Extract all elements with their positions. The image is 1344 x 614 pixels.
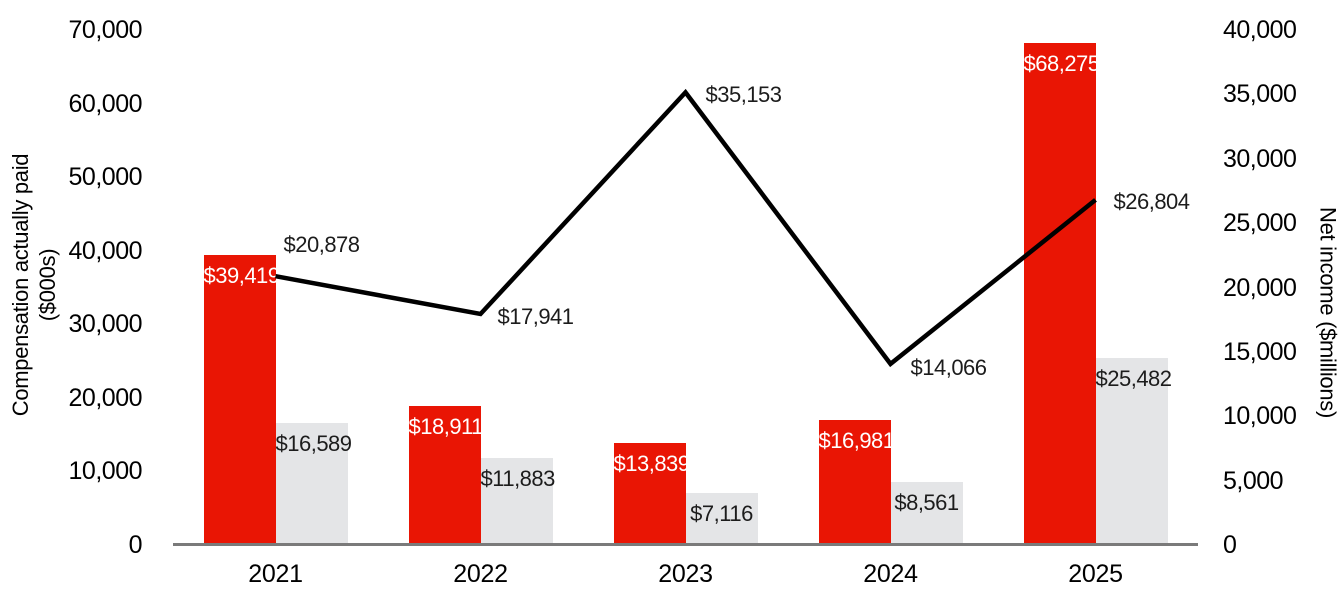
left-tick-label: 0 bbox=[128, 531, 143, 559]
right-tick-label: 5,000 bbox=[1223, 466, 1284, 495]
x-axis-label-2021: 2021 bbox=[248, 560, 303, 588]
red-bars-value-label: $16,981 bbox=[818, 428, 896, 454]
left-axis-title-line2: ($000s) bbox=[35, 248, 60, 322]
red-bars-value-label: $68,275 bbox=[1023, 50, 1101, 76]
left-tick-label: 50,000 bbox=[68, 163, 143, 192]
x-axis-label-2023: 2023 bbox=[658, 560, 713, 588]
net-income-point-label: $17,941 bbox=[497, 304, 575, 329]
red-bars-value-label: $39,419 bbox=[203, 262, 281, 288]
gray-bars-2024 bbox=[890, 482, 963, 545]
gray-bars-2025 bbox=[1095, 357, 1168, 545]
right-tick-label: 20,000 bbox=[1223, 273, 1297, 302]
net-income-point-label: $20,878 bbox=[283, 232, 361, 258]
left-tick-label: 70,000 bbox=[68, 16, 143, 44]
right-tick-label: 10,000 bbox=[1223, 402, 1297, 431]
left-tick-label: 60,000 bbox=[68, 89, 143, 118]
gray-bars-value-label: $8,561 bbox=[894, 490, 959, 515]
left-axis-title: Compensation actually paid ($000s) bbox=[7, 0, 61, 585]
gray-bars-2023 bbox=[685, 492, 758, 545]
right-tick-label: 40,000 bbox=[1223, 16, 1297, 44]
gray-bars-value-label: $11,883 bbox=[480, 465, 556, 491]
left-axis-title-line1: Compensation actually paid bbox=[8, 153, 33, 417]
red-bars-2025 bbox=[1023, 42, 1096, 545]
red-bars-value-label: $13,839 bbox=[613, 451, 691, 477]
left-tick-label: 20,000 bbox=[68, 383, 143, 412]
right-tick-label: 35,000 bbox=[1223, 80, 1297, 109]
red-bars-2022 bbox=[408, 405, 481, 545]
right-tick-label: 25,000 bbox=[1223, 209, 1297, 238]
gray-bars-value-label: $25,482 bbox=[1095, 365, 1173, 391]
x-axis-label-2025: 2025 bbox=[1068, 560, 1123, 588]
gray-bars-2021 bbox=[275, 422, 348, 545]
right-tick-label: 15,000 bbox=[1223, 337, 1297, 366]
left-tick-label: 40,000 bbox=[68, 236, 143, 265]
red-bars-2024 bbox=[818, 420, 891, 545]
red-bars-2023 bbox=[613, 443, 686, 545]
net-income-point-label: $14,066 bbox=[910, 354, 988, 380]
left-tick-label: 10,000 bbox=[68, 457, 143, 486]
left-tick-label: 30,000 bbox=[68, 310, 143, 339]
x-axis-label-2022: 2022 bbox=[453, 560, 508, 588]
net-income-point-label: $35,153 bbox=[705, 82, 783, 108]
x-axis-line bbox=[173, 543, 1198, 546]
gray-bars-value-label: $7,116 bbox=[690, 500, 753, 526]
red-bars-2021 bbox=[203, 254, 276, 545]
right-tick-label: 30,000 bbox=[1223, 144, 1297, 173]
right-tick-label: 0 bbox=[1223, 531, 1237, 559]
gray-bars-value-label: $16,589 bbox=[275, 430, 353, 456]
red-bars-value-label: $18,911 bbox=[408, 413, 484, 439]
x-axis-label-2024: 2024 bbox=[863, 560, 918, 588]
net-income-point-label: $26,804 bbox=[1113, 188, 1191, 214]
gray-bars-2022 bbox=[480, 457, 553, 545]
net-income-polyline bbox=[275, 88, 1097, 368]
